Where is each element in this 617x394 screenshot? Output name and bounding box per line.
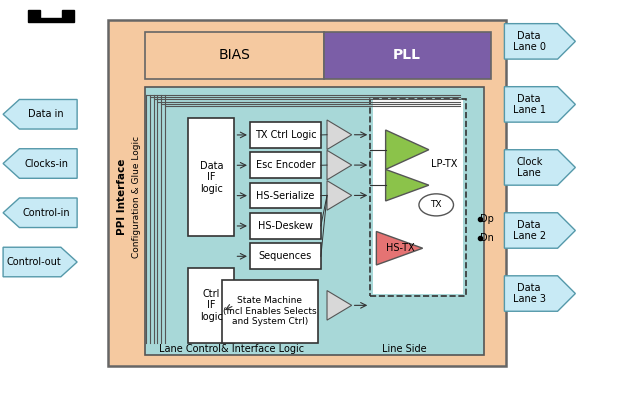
- Polygon shape: [386, 130, 429, 169]
- Bar: [145, 87, 484, 355]
- Polygon shape: [3, 100, 77, 129]
- Text: Data
IF
logic: Data IF logic: [199, 161, 223, 194]
- Text: Clocks-in: Clocks-in: [24, 158, 68, 169]
- Polygon shape: [504, 213, 575, 248]
- Text: Data
Lane 0: Data Lane 0: [513, 31, 545, 52]
- Text: Control-in: Control-in: [22, 208, 70, 218]
- Polygon shape: [504, 276, 575, 311]
- Text: TX: TX: [431, 201, 442, 209]
- Polygon shape: [28, 10, 74, 22]
- Text: Data in: Data in: [28, 109, 64, 119]
- Bar: [222, 280, 318, 343]
- Text: Dp: Dp: [481, 214, 494, 224]
- Text: TX Ctrl Logic: TX Ctrl Logic: [255, 130, 316, 140]
- Text: BIAS: BIAS: [218, 48, 251, 62]
- Bar: [324, 32, 491, 79]
- Circle shape: [419, 194, 453, 216]
- Polygon shape: [327, 151, 352, 180]
- Bar: [188, 268, 234, 343]
- Bar: [188, 118, 234, 236]
- Polygon shape: [3, 247, 77, 277]
- Text: Clock
Lane: Clock Lane: [516, 157, 542, 178]
- Polygon shape: [3, 198, 77, 228]
- Polygon shape: [504, 150, 575, 185]
- Polygon shape: [327, 291, 352, 320]
- Text: Ctrl
IF
logic: Ctrl IF logic: [200, 289, 223, 322]
- Text: HS-Serialize: HS-Serialize: [256, 191, 315, 201]
- Text: Data
Lane 2: Data Lane 2: [513, 220, 546, 241]
- Polygon shape: [376, 232, 423, 265]
- Text: PLL: PLL: [393, 48, 421, 62]
- Text: LP-TX: LP-TX: [431, 158, 457, 169]
- Bar: [250, 243, 321, 269]
- Bar: [250, 122, 321, 148]
- Text: Configuration & Glue Logic: Configuration & Glue Logic: [133, 136, 141, 258]
- Bar: [370, 98, 466, 296]
- Bar: [108, 20, 506, 366]
- Bar: [250, 152, 321, 178]
- Bar: [145, 32, 324, 79]
- Text: Sequences: Sequences: [259, 251, 312, 261]
- Polygon shape: [386, 169, 429, 201]
- Text: Line Side: Line Side: [382, 344, 426, 354]
- Text: Dn: Dn: [481, 233, 494, 243]
- Polygon shape: [3, 149, 77, 178]
- Polygon shape: [327, 180, 352, 210]
- Text: Control-out: Control-out: [7, 257, 61, 267]
- Text: Lane Control& Interface Logic: Lane Control& Interface Logic: [159, 344, 304, 354]
- Bar: [250, 183, 321, 208]
- Polygon shape: [327, 120, 352, 149]
- Text: Data
Lane 3: Data Lane 3: [513, 283, 545, 304]
- Text: HS-Deskew: HS-Deskew: [258, 221, 313, 231]
- Text: State Machine
(incl Enables Selects
and System Ctrl): State Machine (incl Enables Selects and …: [223, 296, 317, 326]
- Text: PPI Interface: PPI Interface: [117, 159, 127, 235]
- Bar: [250, 213, 321, 239]
- Text: Data
Lane 1: Data Lane 1: [513, 94, 545, 115]
- Text: HS-TX: HS-TX: [386, 243, 414, 253]
- Text: Esc Encoder: Esc Encoder: [255, 160, 315, 170]
- Polygon shape: [504, 24, 575, 59]
- Bar: [373, 100, 463, 294]
- Polygon shape: [504, 87, 575, 122]
